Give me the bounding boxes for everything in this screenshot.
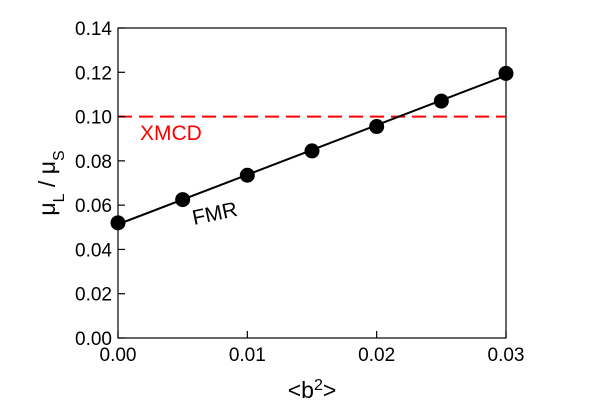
y-axis-ticks: 0.00 0.02 0.04 0.06 0.08 0.10 0.12 0.14 [75,19,125,350]
y-tick-label: 0.00 [75,329,112,350]
y-axis-label-text: μL / μS [34,150,68,215]
fmr-points [110,65,514,231]
xmcd-label: XMCD [140,122,202,145]
y-axis-label: μL / μS [34,150,68,215]
plot-frame [117,27,507,339]
x-tick-label: 0.00 [100,345,137,366]
plot-area [117,27,507,339]
x-tick-label: 0.01 [229,345,266,366]
y-tick-label: 0.02 [75,285,112,306]
y-tick-label: 0.12 [75,63,112,84]
y-tick-label: 0.06 [75,196,112,217]
fmr-point [239,167,255,183]
x-tick-label: 0.02 [358,345,395,366]
fmr-point [175,192,191,208]
fmr-point [304,143,320,159]
x-axis-label-text: <b2> [288,377,337,404]
y-tick-label: 0.10 [75,108,112,129]
y-tick-label: 0.14 [75,19,112,40]
fmr-label: FMR [190,198,239,230]
fmr-point [369,119,385,135]
y-tick-label: 0.04 [75,240,112,261]
x-axis-ticks: 0.00 0.01 0.02 0.03 [100,331,525,366]
y-tick-label: 0.08 [75,152,112,173]
fmr-point [498,65,514,81]
x-axis-label: <b2> [288,377,337,404]
fmr-point [433,93,449,109]
x-tick-label: 0.03 [488,345,525,366]
fmr-point [110,215,126,231]
